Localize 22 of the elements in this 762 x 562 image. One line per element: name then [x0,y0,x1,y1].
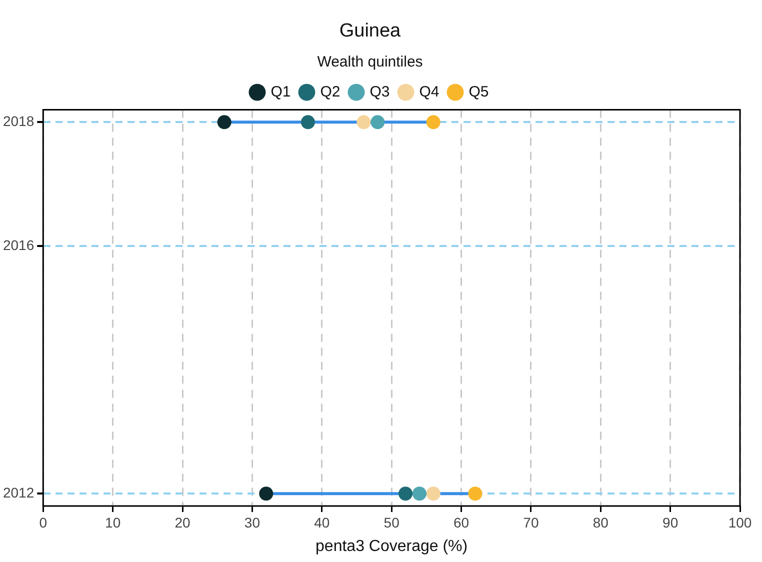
legend-label: Q4 [419,83,440,100]
x-tick-label: 10 [105,514,121,530]
x-tick-label: 20 [174,514,191,530]
x-tick-label: 100 [728,514,752,530]
legend-label: Q1 [270,83,291,100]
x-tick-label: 90 [662,514,678,530]
x-axis-title: penta3 Coverage (%) [316,538,468,555]
x-tick-label: 50 [384,514,400,530]
y-tick-label: 2012 [2,484,34,500]
legend-label: Q2 [320,83,340,100]
x-tick-label: 70 [523,514,539,530]
legend-title: Wealth quintiles [317,53,423,70]
x-tick-label: 30 [244,514,260,530]
y-tick-label: 2016 [2,236,34,253]
y-tick-label: 2018 [2,113,34,130]
x-tick-label: 60 [453,514,470,530]
legend-label: Q5 [468,83,489,100]
legend-label: Q3 [370,83,390,100]
x-tick-label: 40 [314,514,330,530]
x-tick-label: 80 [592,514,609,530]
x-tick-label: 0 [39,514,48,530]
chart-title: Guinea [339,20,402,42]
